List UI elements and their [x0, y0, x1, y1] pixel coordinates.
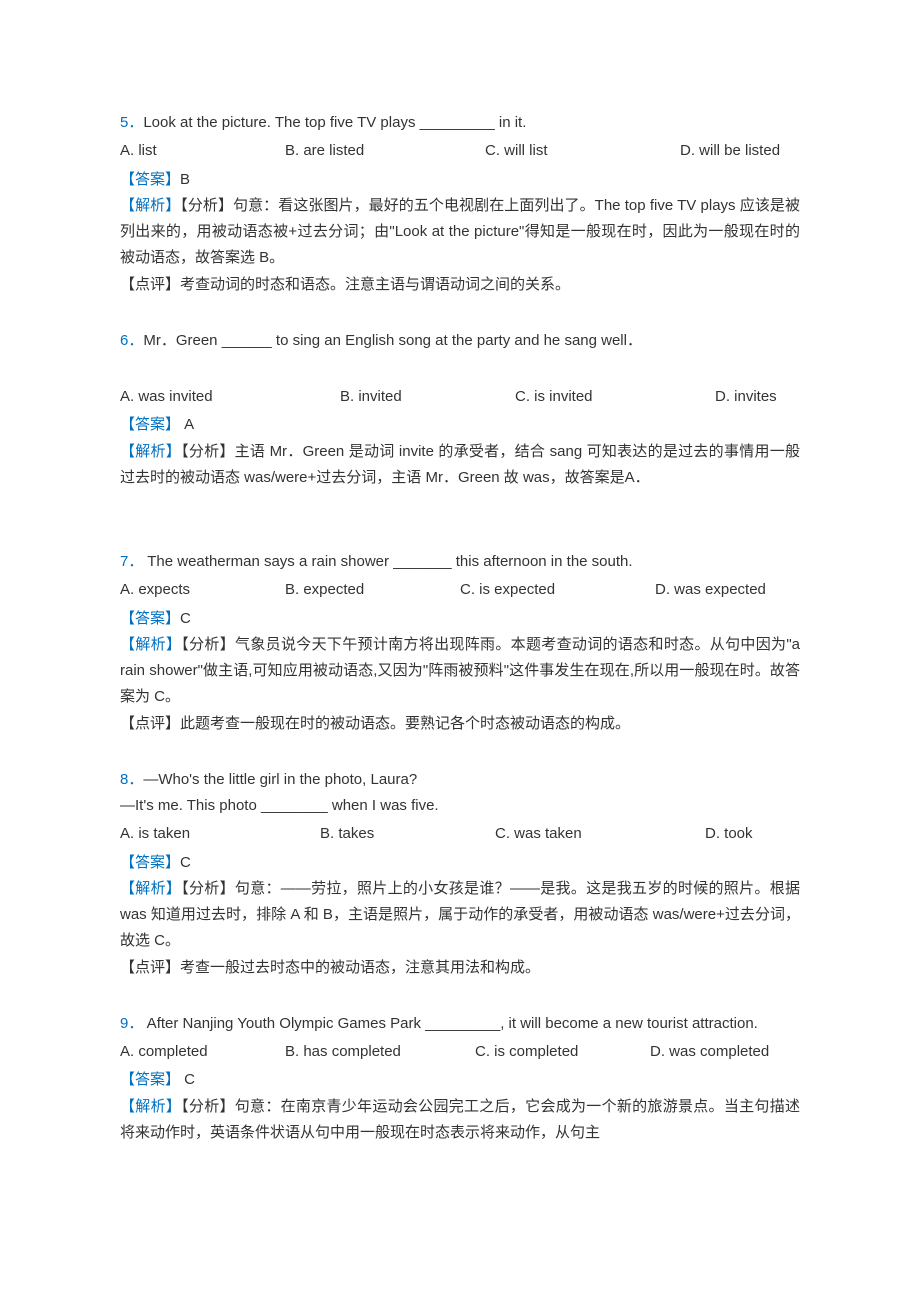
analysis-label: 【解析】: [120, 197, 180, 214]
analysis-body: 【分析】句意：——劳拉，照片上的小女孩是谁？——是我。这是我五岁的时候的照片。根…: [120, 880, 800, 950]
option-a: A. list: [120, 138, 285, 164]
answer-label: 【答案】: [120, 416, 180, 433]
question-text: 9． After Nanjing Youth Olympic Games Par…: [120, 1011, 800, 1037]
question-6: 6．Mr．Green ______ to sing an English son…: [120, 328, 800, 519]
question-number: 8．: [120, 771, 143, 788]
analysis-label: 【解析】: [120, 443, 181, 460]
option-d: D. was expected: [655, 577, 766, 603]
answer-value: C: [180, 610, 191, 627]
answer-line: 【答案】B: [120, 167, 800, 193]
answer-line: 【答案】 A: [120, 412, 800, 438]
option-b: B. has completed: [285, 1039, 475, 1065]
option-a: A. completed: [120, 1039, 285, 1065]
analysis-body: 【分析】主语 Mr．Green 是动词 invite 的承受者，结合 sang …: [120, 443, 800, 486]
answer-value: A: [180, 416, 194, 433]
question-text: 5．Look at the picture. The top five TV p…: [120, 110, 800, 136]
answer-label: 【答案】: [120, 610, 180, 627]
question-number: 5．: [120, 114, 143, 131]
option-c: C. is expected: [460, 577, 655, 603]
option-c: C. was taken: [495, 821, 705, 847]
answer-label: 【答案】: [120, 854, 180, 871]
question-9: 9． After Nanjing Youth Olympic Games Par…: [120, 1011, 800, 1146]
options-row: A. was invited B. invited C. is invited …: [120, 384, 800, 410]
analysis-text: 【解析】【分析】句意：——劳拉，照片上的小女孩是谁？——是我。这是我五岁的时候的…: [120, 876, 800, 955]
option-d: D. will be listed: [680, 138, 780, 164]
spacing: [120, 491, 800, 519]
answer-line: 【答案】 C: [120, 1067, 800, 1093]
comment-text: 【点评】考查动词的时态和语态。注意主语与谓语动词之间的关系。: [120, 272, 800, 298]
answer-line: 【答案】C: [120, 606, 800, 632]
option-b: B. takes: [320, 821, 495, 847]
option-c: C. is invited: [515, 384, 715, 410]
option-a: A. was invited: [120, 384, 340, 410]
option-d: D. took: [705, 821, 753, 847]
analysis-label: 【解析】: [120, 880, 181, 897]
question-stem: After Nanjing Youth Olympic Games Park _…: [143, 1015, 758, 1032]
answer-value: B: [180, 171, 190, 188]
spacing: [120, 354, 800, 382]
option-c: C. will list: [485, 138, 680, 164]
question-stem-line2: —It's me. This photo ________ when I was…: [120, 793, 800, 819]
option-c: C. is completed: [475, 1039, 650, 1065]
option-a: A. expects: [120, 577, 285, 603]
document-page: 5．Look at the picture. The top five TV p…: [0, 0, 920, 1206]
question-text: 6．Mr．Green ______ to sing an English son…: [120, 328, 800, 354]
analysis-text: 【解析】【分析】主语 Mr．Green 是动词 invite 的承受者，结合 s…: [120, 439, 800, 492]
option-b: B. are listed: [285, 138, 485, 164]
option-d: D. invites: [715, 384, 777, 410]
options-row: A. completed B. has completed C. is comp…: [120, 1039, 800, 1065]
option-d: D. was completed: [650, 1039, 769, 1065]
analysis-label: 【解析】: [120, 636, 181, 653]
comment-text: 【点评】此题考查一般现在时的被动语态。要熟记各个时态被动语态的构成。: [120, 711, 800, 737]
options-row: A. list B. are listed C. will list D. wi…: [120, 138, 800, 164]
question-text: 8．—Who's the little girl in the photo, L…: [120, 767, 800, 793]
question-7: 7． The weatherman says a rain shower ___…: [120, 549, 800, 737]
question-number: 9．: [120, 1015, 143, 1032]
question-stem: Mr．Green ______ to sing an English song …: [143, 332, 642, 349]
options-row: A. expects B. expected C. is expected D.…: [120, 577, 800, 603]
analysis-body: 【分析】句意：在南京青少年运动会公园完工之后，它会成为一个新的旅游景点。当主句描…: [120, 1098, 800, 1141]
analysis-body: 【分析】气象员说今天下午预计南方将出现阵雨。本题考查动词的语态和时态。从句中因为…: [120, 636, 800, 706]
question-text: 7． The weatherman says a rain shower ___…: [120, 549, 800, 575]
analysis-text: 【解析】【分析】气象员说今天下午预计南方将出现阵雨。本题考查动词的语态和时态。从…: [120, 632, 800, 711]
option-a: A. is taken: [120, 821, 320, 847]
answer-line: 【答案】C: [120, 850, 800, 876]
option-b: B. expected: [285, 577, 460, 603]
option-b: B. invited: [340, 384, 515, 410]
answer-value: C: [180, 854, 191, 871]
question-stem: —Who's the little girl in the photo, Lau…: [143, 771, 417, 788]
analysis-label: 【解析】: [120, 1098, 181, 1115]
question-number: 7．: [120, 553, 143, 570]
comment-text: 【点评】考查一般过去时态中的被动语态，注意其用法和构成。: [120, 955, 800, 981]
answer-value: C: [180, 1071, 195, 1088]
answer-label: 【答案】: [120, 1071, 180, 1088]
question-stem: The weatherman says a rain shower ______…: [143, 553, 632, 570]
analysis-text: 【解析】【分析】句意：看这张图片，最好的五个电视剧在上面列出了。The top …: [120, 193, 800, 272]
question-number: 6．: [120, 332, 143, 349]
question-stem: Look at the picture. The top five TV pla…: [143, 114, 526, 131]
analysis-text: 【解析】【分析】句意：在南京青少年运动会公园完工之后，它会成为一个新的旅游景点。…: [120, 1094, 800, 1147]
question-8: 8．—Who's the little girl in the photo, L…: [120, 767, 800, 981]
question-5: 5．Look at the picture. The top five TV p…: [120, 110, 800, 298]
options-row: A. is taken B. takes C. was taken D. too…: [120, 821, 800, 847]
analysis-body: 【分析】句意：看这张图片，最好的五个电视剧在上面列出了。The top five…: [120, 197, 800, 267]
answer-label: 【答案】: [120, 171, 180, 188]
